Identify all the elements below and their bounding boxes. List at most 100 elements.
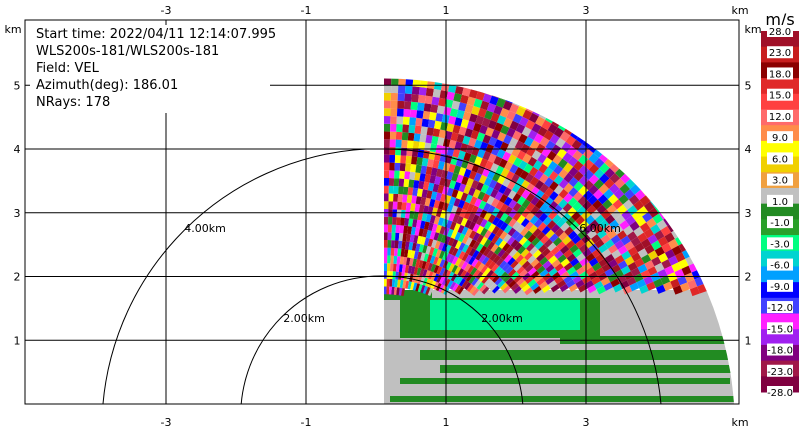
field-cell [461, 261, 469, 270]
field-cell [427, 271, 434, 280]
field-cell [537, 222, 547, 232]
field-cell [647, 250, 659, 261]
field-cell [420, 252, 426, 261]
field-cell [421, 189, 428, 198]
field-cell [460, 118, 470, 129]
field-cell [431, 223, 438, 233]
field-cell [532, 227, 542, 238]
field-cell [476, 132, 486, 142]
field-cell [588, 271, 598, 281]
field-cell [687, 279, 698, 290]
field-cell [448, 246, 456, 255]
field-cell [558, 178, 569, 189]
field-cell [454, 231, 462, 241]
field-cell [636, 279, 647, 289]
field-cell [465, 237, 473, 246]
field-cell [464, 254, 473, 264]
field-cell [410, 203, 416, 212]
field-cell [539, 183, 550, 194]
field-cell [523, 230, 533, 240]
field-cell [416, 188, 423, 197]
field-cell [398, 240, 403, 249]
field-cell [499, 221, 509, 231]
field-cell [613, 224, 624, 235]
field-cell [437, 217, 445, 226]
field-cell [471, 179, 479, 190]
field-cell [391, 78, 399, 86]
field-cell [388, 216, 393, 225]
field-cell [470, 130, 480, 140]
field-cell [448, 263, 455, 272]
field-cell [476, 225, 485, 235]
field-cell [561, 212, 572, 223]
field-cell [414, 227, 421, 236]
field-cell [436, 66, 445, 75]
field-cell [526, 242, 535, 252]
field-cell [437, 201, 445, 210]
field-cell [559, 283, 569, 293]
field-cell [506, 127, 516, 138]
field-cell [422, 181, 430, 191]
field-cell [524, 263, 534, 273]
field-cell [390, 116, 397, 125]
green-band [440, 365, 734, 373]
field-cell [531, 237, 541, 247]
field-cell [462, 111, 472, 121]
field-cell [569, 244, 579, 254]
field-cell [550, 284, 560, 293]
field-cell [564, 226, 574, 236]
field-cell [453, 61, 462, 70]
field-cell [543, 130, 554, 141]
field-cell [392, 271, 396, 280]
field-cell [604, 146, 615, 158]
field-cell [613, 188, 625, 200]
field-cell [591, 276, 601, 285]
field-cell [396, 108, 404, 117]
field-cell [473, 172, 482, 182]
field-cell [588, 184, 599, 195]
field-cell [517, 245, 527, 255]
field-cell [427, 78, 437, 82]
field-cell [544, 177, 554, 188]
field-cell [506, 236, 516, 246]
field-cell [429, 111, 437, 121]
field-cell [582, 248, 592, 258]
field-cell [466, 96, 476, 106]
field-cell [455, 206, 463, 216]
field-cell [522, 153, 532, 164]
colorbar-label: 3.0 [772, 176, 788, 187]
field-cell [410, 266, 416, 275]
field-cell [512, 130, 522, 141]
field-cell [594, 280, 604, 290]
field-cell [593, 224, 604, 235]
field-cell [664, 249, 676, 260]
field-cell [566, 107, 577, 119]
field-cell [414, 203, 421, 213]
field-cell [563, 249, 573, 259]
field-cell [536, 277, 546, 286]
field-cell [604, 268, 615, 278]
field-cell [403, 178, 410, 188]
field-cell [425, 286, 431, 295]
field-cell [484, 110, 494, 120]
field-cell [529, 95, 540, 106]
field-cell [414, 172, 421, 181]
field-cell [487, 78, 498, 89]
field-cell [566, 253, 577, 263]
field-cell [422, 277, 428, 286]
field-cell [609, 140, 621, 152]
field-cell [423, 221, 430, 230]
field-cell [539, 173, 549, 184]
field-cell [445, 253, 452, 262]
field-cell [567, 156, 579, 167]
field-cell [578, 116, 590, 128]
field-cell [410, 226, 417, 236]
field-cell [507, 154, 517, 165]
field-cell [415, 117, 423, 127]
field-cell [603, 135, 615, 147]
field-cell [480, 218, 488, 228]
field-cell [392, 62, 400, 70]
field-cell [429, 214, 436, 224]
field-cell [595, 267, 605, 277]
field-cell [658, 252, 669, 263]
